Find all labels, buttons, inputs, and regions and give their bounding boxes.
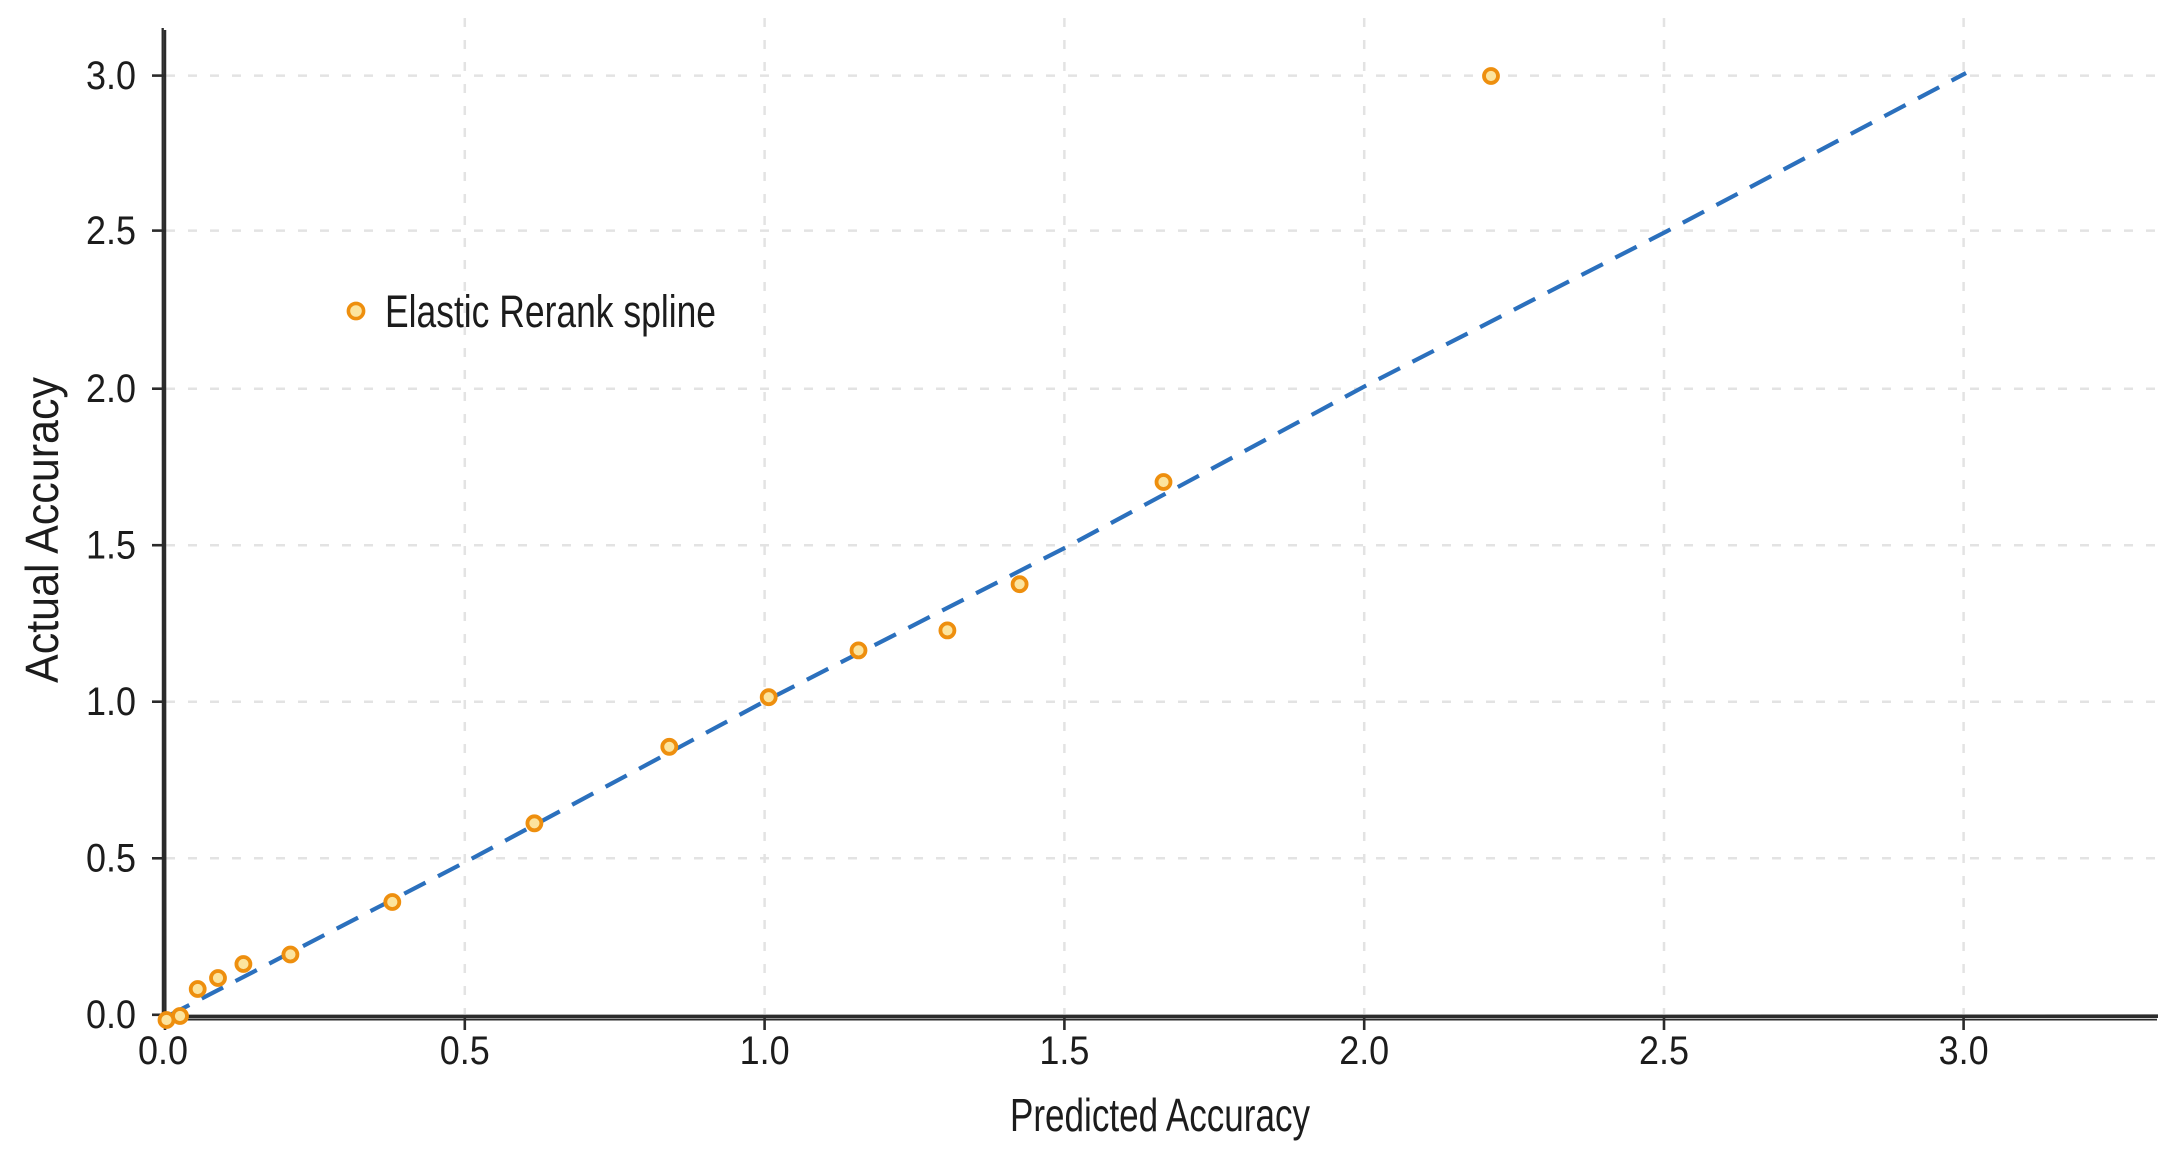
svg-text:2.5: 2.5	[1639, 1029, 1689, 1073]
svg-text:2.0: 2.0	[86, 367, 136, 411]
svg-text:3.0: 3.0	[86, 54, 136, 98]
svg-text:1.5: 1.5	[1039, 1029, 1089, 1073]
svg-text:Predicted Accuracy: Predicted Accuracy	[1010, 1089, 1310, 1141]
svg-text:0.5: 0.5	[86, 837, 136, 881]
svg-text:Elastic Rerank spline: Elastic Rerank spline	[385, 286, 716, 337]
svg-text:0.5: 0.5	[440, 1029, 490, 1073]
svg-text:Actual Accuracy: Actual Accuracy	[16, 377, 68, 683]
svg-text:1.0: 1.0	[86, 680, 136, 724]
svg-text:0.0: 0.0	[138, 1029, 188, 1073]
svg-text:3.0: 3.0	[1939, 1029, 1989, 1073]
svg-text:1.0: 1.0	[740, 1029, 790, 1073]
svg-text:2.0: 2.0	[1339, 1029, 1389, 1073]
svg-text:1.5: 1.5	[86, 523, 136, 567]
svg-text:2.5: 2.5	[86, 209, 136, 253]
svg-text:0.0: 0.0	[86, 993, 136, 1037]
